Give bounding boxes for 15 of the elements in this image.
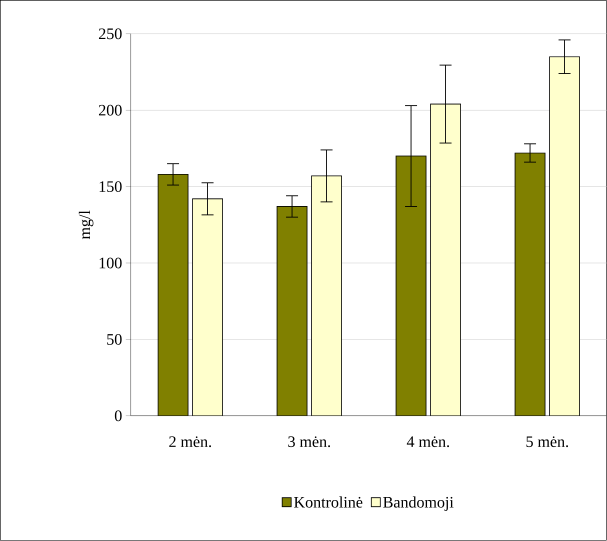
legend-label: Bandomoji: [383, 496, 454, 512]
y-tick-label: 50: [107, 334, 122, 345]
y-tick-label: 0: [114, 410, 122, 422]
x-tick-label: 2 mėn.: [169, 436, 212, 448]
bar: [549, 56, 580, 416]
x-tick-label: 4 mėn.: [406, 436, 450, 448]
bar: [514, 152, 546, 416]
y-tick-label: 150: [100, 181, 122, 192]
x-tick-label: 5 mėn.: [526, 436, 568, 448]
y-tick-label: 250: [98, 28, 122, 40]
x-tick-label: 3 mėn.: [288, 436, 330, 448]
y-axis-title: mg/l: [78, 210, 94, 240]
legend-label: Kontrolinė: [294, 496, 362, 508]
y-tick-label: 100: [100, 258, 122, 269]
y-tick-label: 200: [98, 105, 122, 116]
